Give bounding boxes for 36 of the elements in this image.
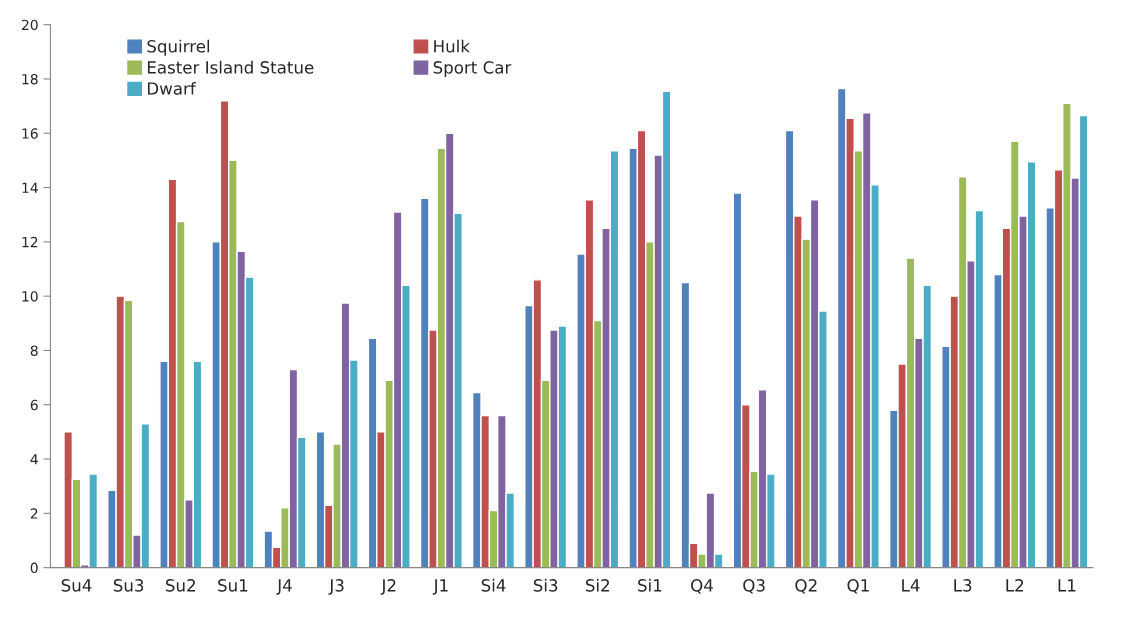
y-tick-label: 8 xyxy=(30,345,38,356)
x-tick-label: L3 xyxy=(954,579,972,592)
y-tick-label: 12 xyxy=(22,236,38,248)
x-tick-label: L4 xyxy=(902,579,920,592)
x-tick-label: Q4 xyxy=(691,579,713,594)
y-tick-label: 14 xyxy=(22,182,38,193)
y-tick-label: 4 xyxy=(30,454,38,465)
y-tick-label: 10 xyxy=(22,291,38,302)
x-tick-label: L1 xyxy=(1058,579,1076,592)
x-tick-label: Si1 xyxy=(638,578,662,592)
legend-label: Squirrel xyxy=(147,39,210,56)
legend-label: Easter Island Statue xyxy=(147,60,314,74)
x-tick-label: Su4 xyxy=(61,579,92,592)
y-tick-label: 0 xyxy=(30,562,38,574)
legend-label: Hulk xyxy=(434,39,470,53)
x-tick-label: Si2 xyxy=(585,578,610,592)
x-tick-label: Q3 xyxy=(743,579,765,594)
legend-label: Sport Car xyxy=(433,61,512,77)
x-tick-label: J3 xyxy=(328,579,344,595)
x-tick-label: J2 xyxy=(380,579,396,595)
y-tick-label: 18 xyxy=(22,73,38,85)
x-tick-label: J1 xyxy=(432,579,448,595)
x-tick-label: Su2 xyxy=(165,579,195,592)
x-tick-label: Q2 xyxy=(795,579,817,594)
legend-label: Dwarf xyxy=(147,81,197,95)
y-tick-label: 16 xyxy=(22,128,38,139)
y-tick-label: 20 xyxy=(21,19,38,31)
x-tick-label: J4 xyxy=(276,579,292,595)
y-tick-label: 6 xyxy=(30,399,38,411)
y-tick-label: 2 xyxy=(30,508,38,519)
x-tick-label: Su3 xyxy=(113,579,144,592)
x-tick-label: Q1 xyxy=(847,579,869,594)
x-tick-label: Su1 xyxy=(218,579,248,592)
x-tick-label: L2 xyxy=(1006,579,1024,592)
x-tick-label: Si4 xyxy=(481,578,506,592)
x-tick-label: Si3 xyxy=(533,578,558,592)
